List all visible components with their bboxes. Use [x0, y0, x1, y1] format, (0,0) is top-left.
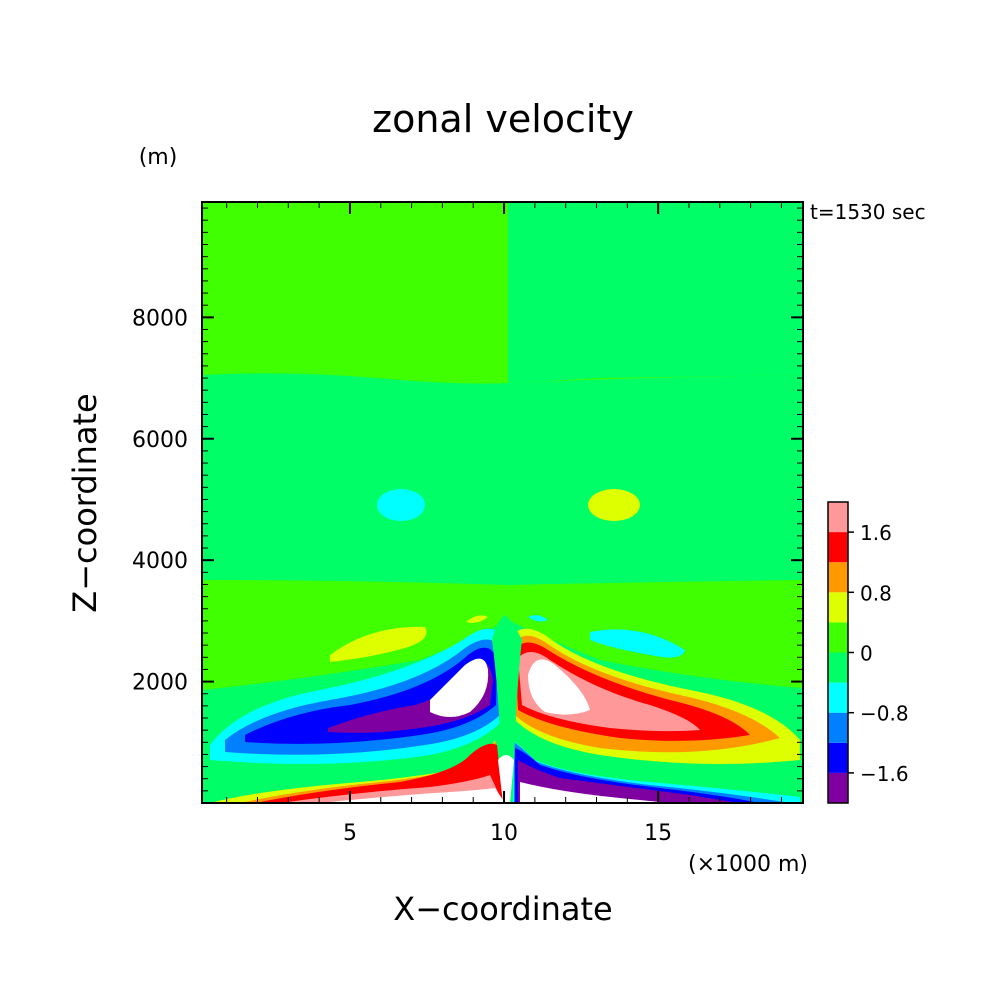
cyan-blob-left: [377, 489, 425, 521]
colorbar-tick-label: 0: [860, 642, 873, 666]
y-axis-label: Z−coordinate: [66, 393, 104, 612]
colorbar: −1.6 −0.8 0 0.8 1.6: [827, 501, 909, 804]
x-axis-label: X−coordinate: [393, 890, 612, 928]
yellow-blob-right: [588, 489, 640, 521]
plot-frame: [201, 201, 804, 804]
colorbar-cell: [828, 652, 848, 683]
colorbar-tick-label: −0.8: [860, 702, 909, 726]
colorbar-cell: [828, 562, 848, 593]
axes: 5 10 15 2000 4000 6000 8000: [132, 202, 803, 846]
x-tick-label: 10: [490, 821, 518, 846]
y-unit-label: (m): [139, 145, 178, 170]
colorbar-cell: [828, 682, 848, 713]
colorbar-cell: [828, 622, 848, 653]
y-tick-label: 6000: [132, 428, 188, 453]
colorbar-tick-label: −1.6: [860, 762, 909, 786]
y-tick-label: 8000: [132, 306, 188, 331]
time-label: t=1530 sec: [810, 200, 926, 224]
colorbar-cell: [828, 532, 848, 563]
colorbar-cell: [828, 592, 848, 623]
y-tick-label: 2000: [132, 671, 188, 696]
x-tick-label: 5: [343, 821, 357, 846]
colorbar-cell: [828, 772, 848, 803]
y-tick-label: 4000: [132, 549, 188, 574]
colorbar-tick-label: 0.8: [860, 581, 892, 605]
colorbar-cell: [828, 502, 848, 533]
colorbar-tick-label: 1.6: [860, 521, 892, 545]
colorbar-cell: [828, 712, 848, 743]
x-axis-unit: (×1000 m): [688, 852, 808, 877]
contour-field: [202, 202, 803, 803]
chart-title: zonal velocity: [372, 97, 634, 141]
colorbar-cell: [828, 742, 848, 773]
x-tick-label: 15: [644, 821, 672, 846]
